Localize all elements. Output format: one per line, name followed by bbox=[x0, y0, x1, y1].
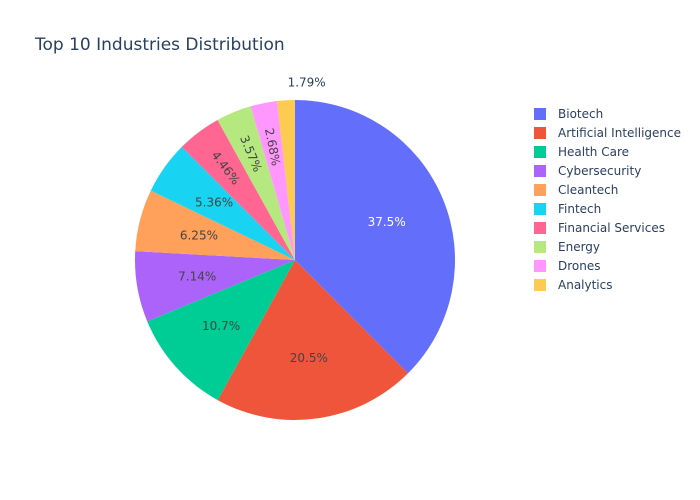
legend-swatch[interactable] bbox=[534, 203, 546, 215]
slice-percent-label: 10.7% bbox=[202, 319, 240, 333]
legend-label[interactable]: Cybersecurity bbox=[558, 164, 641, 178]
legend-swatch[interactable] bbox=[534, 146, 546, 158]
pie-slice-drones[interactable] bbox=[250, 101, 295, 260]
legend-label[interactable]: Biotech bbox=[558, 107, 603, 121]
slice-percent-label: 20.5% bbox=[290, 351, 328, 365]
pie-slice-cleantech[interactable] bbox=[135, 190, 295, 260]
legend-label[interactable]: Artificial Intelligence bbox=[558, 126, 681, 140]
legend-label[interactable]: Drones bbox=[558, 259, 601, 273]
pie-slices bbox=[135, 100, 455, 420]
legend-label[interactable]: Financial Services bbox=[558, 221, 665, 235]
slice-percent-label: 1.79% bbox=[288, 75, 326, 89]
legend-swatch[interactable] bbox=[534, 241, 546, 253]
pie-slice-health-care[interactable] bbox=[147, 260, 295, 401]
legend-swatch[interactable] bbox=[534, 108, 546, 120]
legend-swatch[interactable] bbox=[534, 127, 546, 139]
legend-swatch[interactable] bbox=[534, 279, 546, 291]
slice-percent-label: 5.36% bbox=[195, 196, 233, 210]
legend-swatch[interactable] bbox=[534, 165, 546, 177]
pie-slice-fintech[interactable] bbox=[150, 146, 295, 260]
legend-label[interactable]: Health Care bbox=[558, 145, 629, 159]
legend-label[interactable]: Analytics bbox=[558, 278, 613, 292]
legend-label[interactable]: Cleantech bbox=[558, 183, 618, 197]
legend-swatch[interactable] bbox=[534, 184, 546, 196]
slice-percent-label: 7.14% bbox=[178, 270, 216, 284]
legend-swatch[interactable] bbox=[534, 260, 546, 272]
slice-percent-label: 37.5% bbox=[368, 215, 406, 229]
legend-label[interactable]: Energy bbox=[558, 240, 600, 254]
legend-label[interactable]: Fintech bbox=[558, 202, 601, 216]
legend-swatch[interactable] bbox=[534, 222, 546, 234]
chart-title: Top 10 Industries Distribution bbox=[34, 35, 285, 55]
legend: Biotech Artificial Intelligence Health Car… bbox=[534, 107, 681, 292]
slice-percent-label: 6.25% bbox=[180, 228, 218, 242]
pie-slice-energy[interactable] bbox=[217, 106, 295, 260]
pie-slice-cybersecurity[interactable] bbox=[135, 251, 295, 322]
pie-slice-biotech[interactable] bbox=[295, 100, 455, 374]
pie-slice-financial-services[interactable] bbox=[181, 120, 295, 260]
pie-slice-analytics[interactable] bbox=[277, 100, 295, 260]
pie-slice-artificial-intelligence[interactable] bbox=[217, 260, 409, 420]
